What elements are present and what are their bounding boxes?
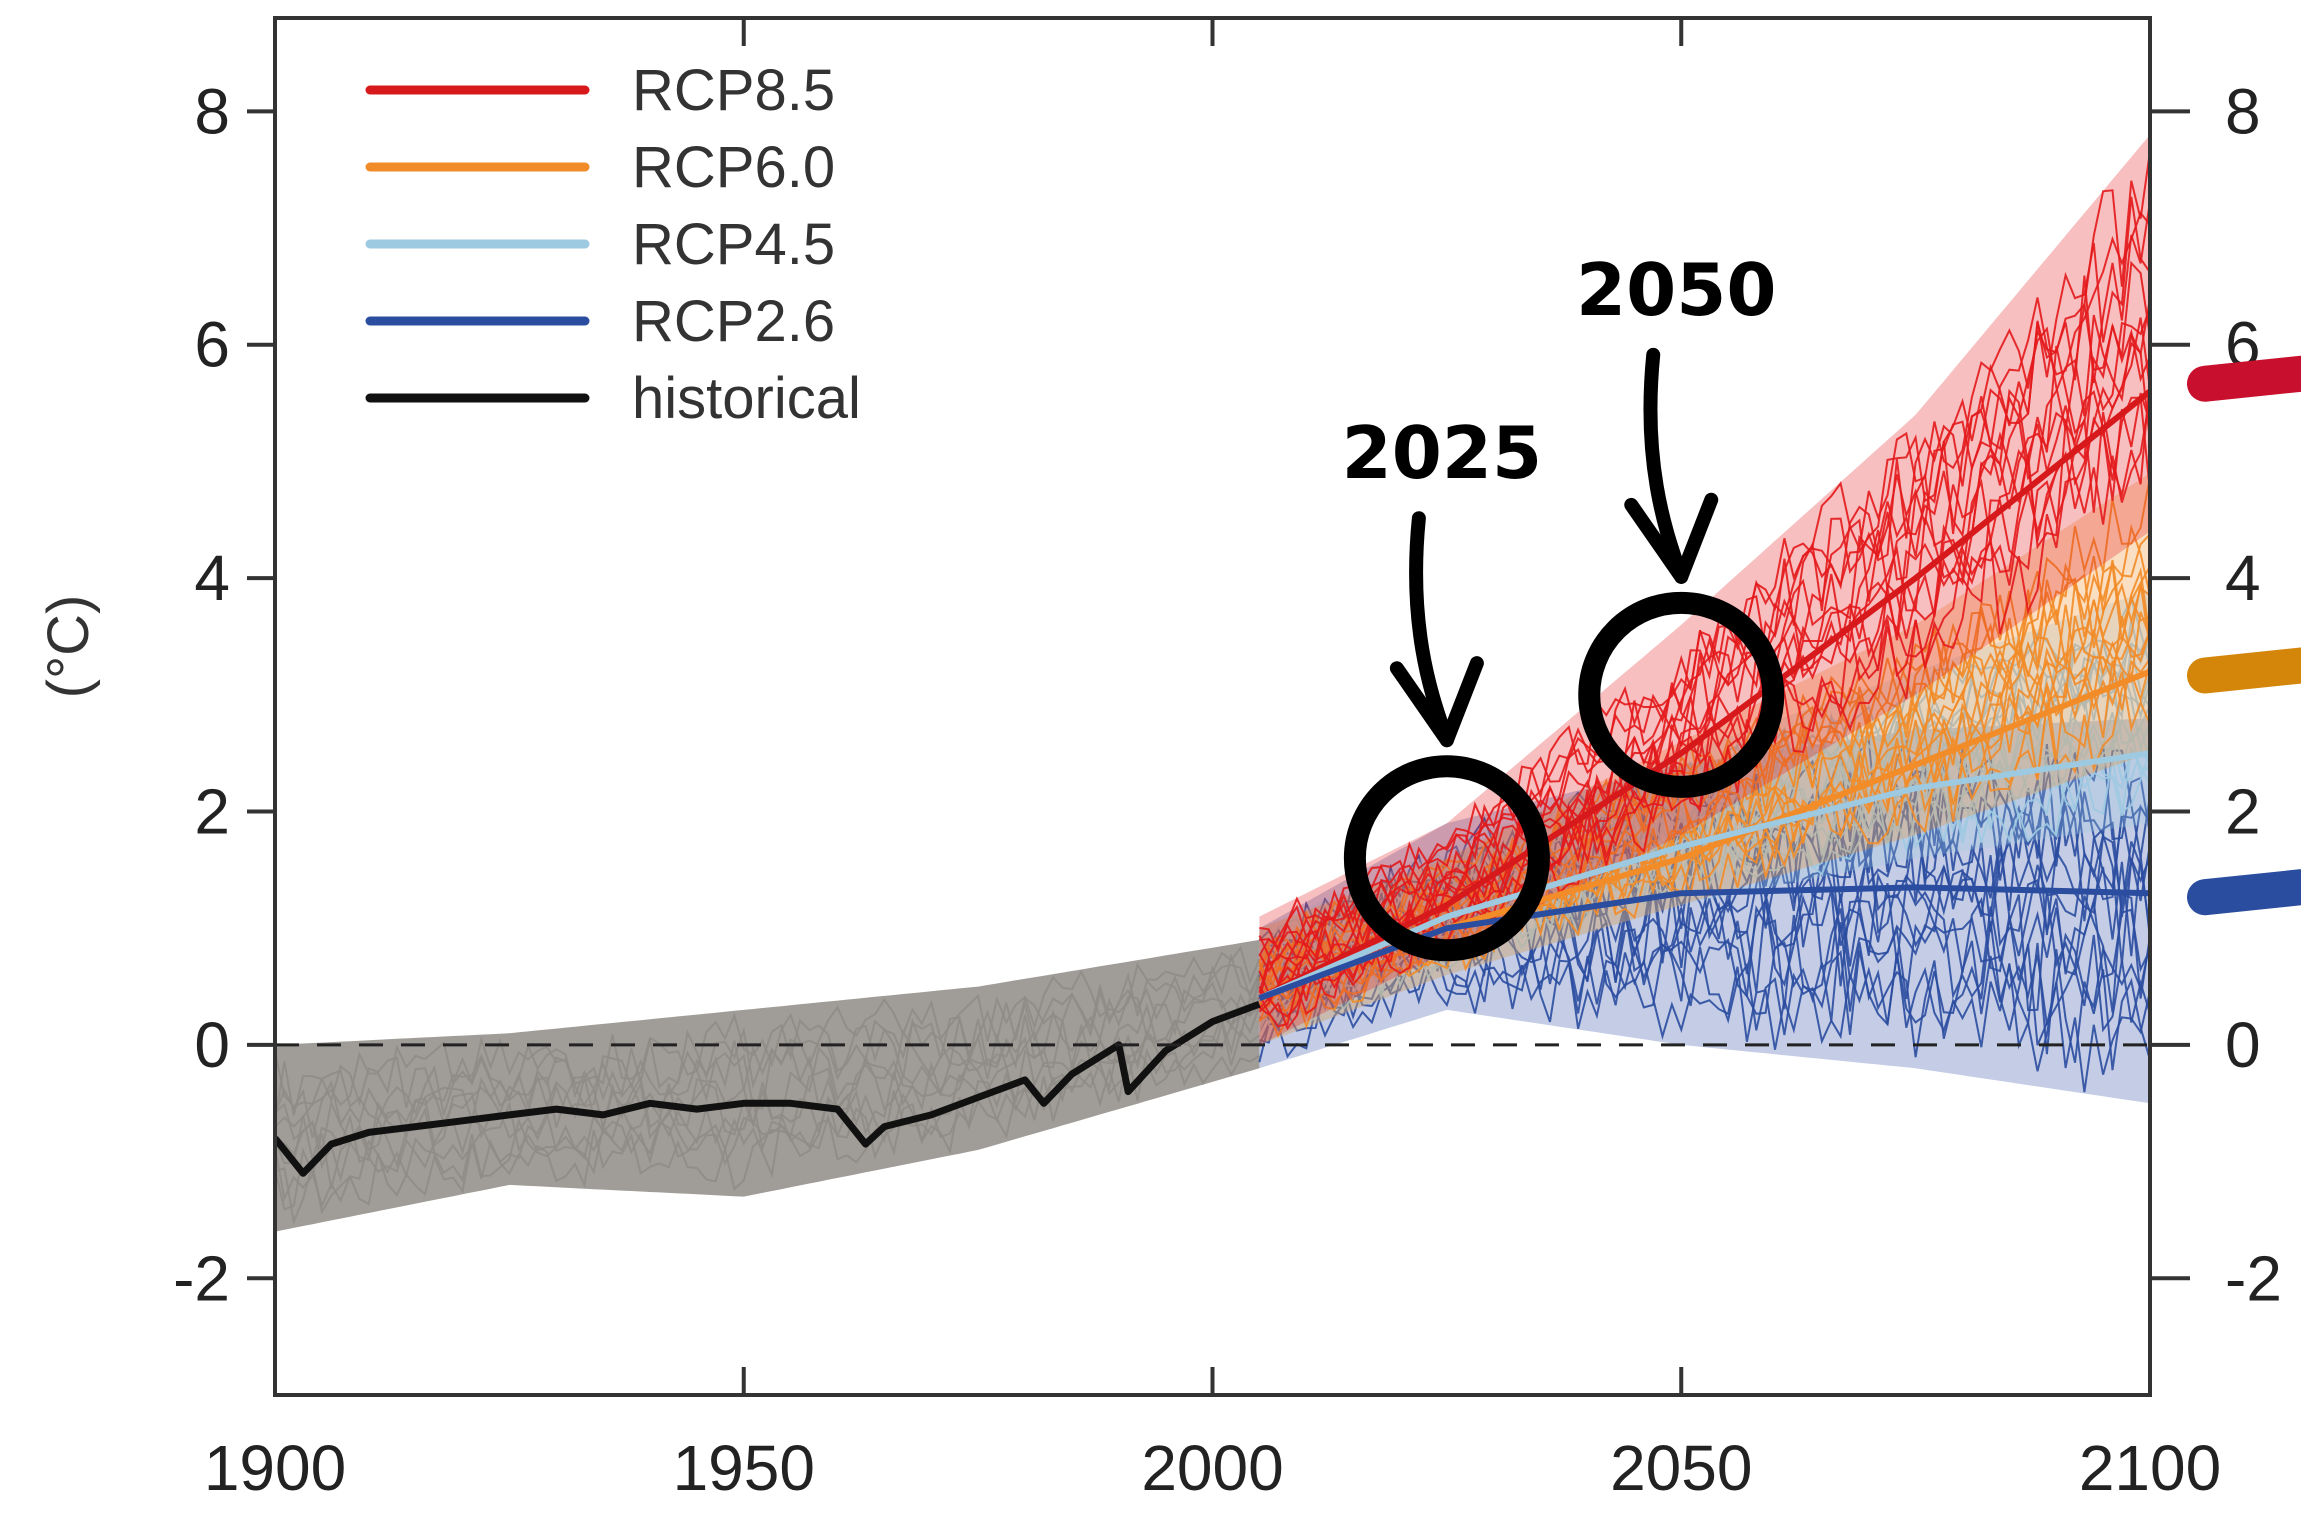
ensemble-member-line (1258, 934, 2150, 1071)
right-marker-2 (2187, 647, 2301, 694)
y-tick-label: 4 (194, 542, 230, 614)
ensemble-member-line (1258, 201, 2150, 957)
x-tick-label: 1900 (204, 1432, 346, 1504)
ensemble-member-line (1258, 661, 2150, 1038)
legend-label-rcp85: RCP8.5 (632, 58, 835, 123)
ensemble-member-line (1259, 196, 2150, 951)
x-tick-label: 2100 (2079, 1432, 2221, 1504)
legend-label-rcp60: RCP6.0 (632, 135, 835, 200)
right-y-tick-label: -2 (2225, 1242, 2282, 1314)
right-y-tick-label: 2 (2225, 776, 2261, 848)
y-tick-label: 6 (194, 309, 230, 381)
right-marker-1 (2187, 355, 2301, 402)
right-y-tick-label: 0 (2225, 1009, 2261, 1081)
legend-label-rcp45: RCP4.5 (632, 212, 835, 277)
legend-label-historical: historical (632, 366, 861, 431)
legend-label-rcp26: RCP2.6 (632, 289, 835, 354)
band-fill (275, 939, 1260, 1232)
annotation-label-2025: 2025 (1342, 411, 1542, 495)
y-axis-label: (°C) (36, 595, 101, 699)
ensemble-member-line (275, 1022, 1260, 1211)
x-tick-label: 2050 (1610, 1432, 1752, 1504)
ensemble-member-line (275, 952, 1261, 1122)
y-tick-label: 0 (194, 1009, 230, 1081)
ensemble-member-line (1258, 736, 2150, 978)
ensemble-member-line (1258, 211, 2150, 959)
x-tick-label: 1950 (673, 1432, 815, 1504)
ensemble-member-line (1259, 921, 2150, 1046)
ensemble-member-line (275, 945, 1261, 1108)
band-historical (275, 939, 1261, 1232)
ensemble-member-line (1258, 260, 2150, 973)
x-tick-label: 2000 (1141, 1432, 1283, 1504)
ensemble-member-line (1258, 872, 2150, 1017)
annotation-circle-2050 (1578, 591, 1785, 798)
annotations: 2025 2050 (1342, 248, 1785, 962)
ensemble-member-line (1258, 671, 2150, 1012)
annotation-circle-2025 (1343, 755, 1550, 962)
series-line-historical (275, 1000, 1261, 1177)
series-line-rcp45 (1258, 750, 2150, 1001)
series-lines (275, 389, 2150, 1177)
ensemble-member-line (275, 964, 1261, 1128)
annotation-arrowhead-2050 (1624, 492, 1719, 584)
ensemble-member-line (1258, 317, 2150, 995)
annotation-label-2050: 2050 (1576, 248, 1776, 332)
right-y-tick-label: 4 (2225, 542, 2261, 614)
y-tick-label: -2 (173, 1242, 230, 1314)
series-line-rcp26 (1258, 884, 2150, 1002)
right-markers (2187, 355, 2301, 916)
spread-bands (275, 134, 2150, 1232)
annotation-arrowhead-2025 (1389, 656, 1484, 748)
y-tick-label: 2 (194, 776, 230, 848)
legend: RCP8.5 RCP6.0 RCP4.5 RCP2.6 historical (365, 58, 861, 431)
ensemble-member-line (1259, 151, 2150, 954)
right-marker-3 (2187, 869, 2301, 916)
right-y-tick-label: 8 (2225, 75, 2261, 147)
y-tick-label: 8 (194, 75, 230, 147)
